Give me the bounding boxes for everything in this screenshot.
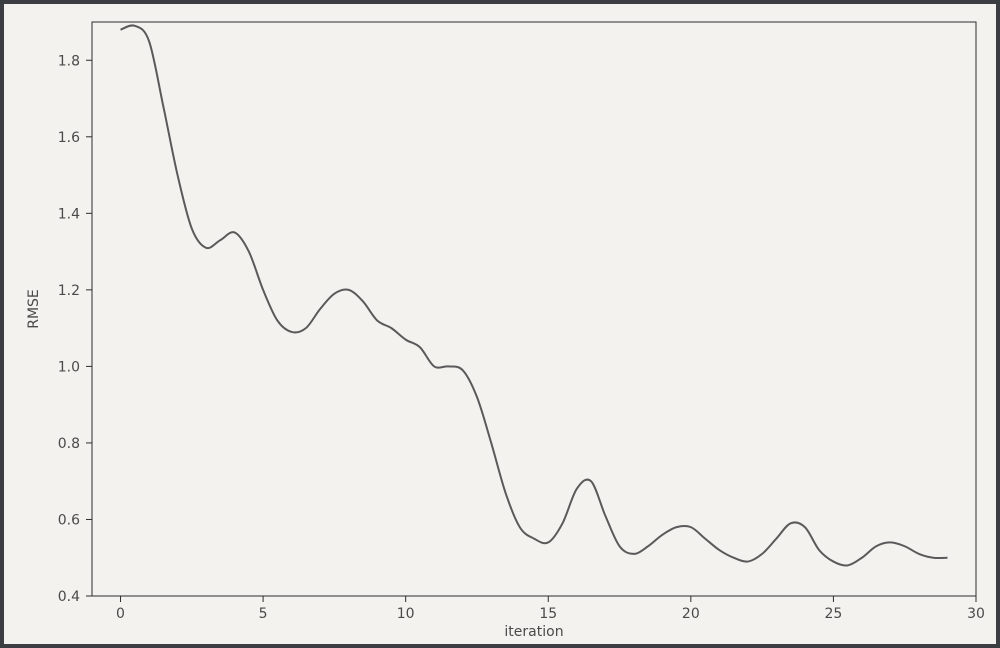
x-ticks: 0 5 10 15 20 25 30 — [116, 596, 985, 622]
y-axis-label: RMSE — [26, 289, 42, 329]
y-tick-label: 0.4 — [58, 589, 80, 605]
x-tick-label: 25 — [825, 606, 843, 622]
plot-border — [92, 22, 976, 596]
x-tick-label: 30 — [967, 606, 985, 622]
y-tick-label: 1.2 — [58, 283, 80, 299]
line-chart: 0 5 10 15 20 25 30 0.4 0.6 0.8 1.0 1.2 1.4 1.6 1.8 it… — [14, 10, 994, 642]
y-tick-label: 1.4 — [58, 206, 80, 222]
y-tick-label: 1.6 — [58, 130, 80, 146]
x-axis-label: iteration — [504, 624, 563, 640]
x-tick-label: 20 — [682, 606, 700, 622]
rmse-line — [121, 25, 948, 565]
y-tick-label: 1.0 — [58, 359, 80, 375]
chart-frame: 0 5 10 15 20 25 30 0.4 0.6 0.8 1.0 1.2 1.4 1.6 1.8 it… — [0, 0, 1000, 648]
x-tick-label: 0 — [116, 606, 125, 622]
y-tick-label: 1.8 — [58, 53, 80, 69]
y-tick-label: 0.6 — [58, 512, 80, 528]
y-ticks: 0.4 0.6 0.8 1.0 1.2 1.4 1.6 1.8 — [58, 53, 92, 605]
chart-area: 0 5 10 15 20 25 30 0.4 0.6 0.8 1.0 1.2 1.4 1.6 1.8 it… — [14, 10, 986, 638]
x-tick-label: 5 — [259, 606, 268, 622]
x-tick-label: 15 — [539, 606, 557, 622]
x-tick-label: 10 — [397, 606, 415, 622]
y-tick-label: 0.8 — [58, 436, 80, 452]
